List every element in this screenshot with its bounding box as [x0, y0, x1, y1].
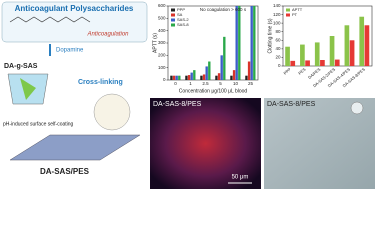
- membrane-label: DA-SAS/PES: [40, 167, 90, 176]
- y-tick-label: 40: [275, 46, 281, 51]
- bar: [344, 25, 350, 67]
- zoom-circle: [93, 93, 131, 131]
- legend-swatch: [171, 18, 175, 22]
- bar: [202, 74, 206, 80]
- bar: [200, 75, 203, 80]
- bar: [334, 59, 340, 66]
- y-tick-label: 100: [273, 20, 281, 25]
- x-tick-label: 10: [233, 81, 239, 86]
- y-axis-title: APTT (s): [152, 33, 158, 53]
- y-tick-label: 0: [278, 63, 281, 68]
- scale-label: 50 μm: [232, 175, 249, 181]
- bar: [172, 75, 176, 80]
- bar: [320, 60, 325, 66]
- bar: [364, 25, 370, 67]
- plot-area: [282, 5, 373, 67]
- bar: [238, 6, 241, 80]
- x-tick-label: 1: [189, 81, 192, 86]
- legend-swatch: [286, 13, 290, 17]
- y-tick-label: 0: [163, 77, 166, 82]
- bar: [314, 42, 320, 66]
- bar: [190, 72, 193, 80]
- bar: [235, 6, 238, 80]
- bar: [250, 6, 253, 80]
- title: Anticoagulant Polysaccharides: [15, 4, 134, 13]
- y-tick-label: 500: [158, 16, 166, 21]
- legend-swatch: [171, 13, 175, 17]
- x-tick-label: PPP: [282, 67, 292, 76]
- y-tick-label: 20: [275, 55, 281, 60]
- legend-swatch: [286, 8, 290, 12]
- bar: [193, 70, 196, 80]
- y-tick-label: 600: [158, 3, 166, 8]
- fluorescence-image: [150, 98, 261, 189]
- crosslinking: Cross-linking: [78, 79, 123, 86]
- legend-label: SA: [177, 12, 183, 17]
- x-tick-label: PES: [297, 67, 307, 76]
- legend-swatch: [171, 23, 175, 27]
- graphical-abstract: Anticoagulant Polysaccharides Anticoagul…: [0, 0, 375, 189]
- bar: [178, 75, 181, 80]
- y-tick-label: 60: [275, 37, 281, 42]
- bar: [223, 36, 226, 80]
- legend-label: APTT: [292, 7, 303, 12]
- legend-label: PT: [292, 12, 298, 17]
- anticoagulation: Anticoagulation: [86, 32, 129, 38]
- bar: [208, 61, 211, 80]
- x-tick-label: 25: [248, 81, 254, 86]
- platelet: [350, 101, 364, 115]
- y-axis-title: Clotting time (s): [267, 18, 273, 53]
- bar: [220, 55, 223, 80]
- bar: [329, 36, 335, 66]
- bar: [175, 75, 178, 80]
- y-tick-label: 100: [158, 65, 166, 70]
- bar: [290, 60, 296, 66]
- bar: [245, 75, 248, 80]
- annotation: No coagulation > 600 s: [200, 7, 247, 12]
- bar: [205, 66, 208, 80]
- bar: [215, 75, 218, 80]
- dopamine: Dopamine: [56, 48, 84, 54]
- image-label: DA-SAS-8/PES: [153, 101, 202, 108]
- bar: [253, 6, 256, 80]
- legend-label: PPP: [177, 7, 185, 12]
- legend-label: SAS-8: [177, 22, 189, 27]
- bar: [359, 16, 365, 66]
- bar: [247, 61, 251, 80]
- y-tick-label: 80: [275, 29, 281, 34]
- x-tick-label: 5: [219, 81, 222, 86]
- bar: [232, 70, 236, 80]
- y-tick-label: 400: [158, 28, 166, 33]
- legend-label: SAS-2: [177, 17, 189, 22]
- bar: [305, 60, 310, 66]
- membrane: [9, 134, 141, 161]
- y-tick-label: 200: [158, 53, 166, 58]
- bar: [349, 40, 355, 66]
- legend-swatch: [171, 8, 175, 12]
- molecule: [9, 16, 91, 23]
- x-tick-label: 2.5: [202, 81, 209, 86]
- image-label: DA-SAS-8/PES: [267, 101, 316, 108]
- product: DA-g-SAS: [4, 63, 38, 70]
- y-tick-label: 120: [273, 12, 281, 17]
- bar: [170, 75, 173, 80]
- x-axis-title: Concentration μg/100 μL blood: [179, 88, 248, 94]
- bar: [217, 73, 221, 80]
- y-tick-label: 140: [273, 3, 281, 8]
- bar: [285, 46, 290, 66]
- bar: [187, 75, 191, 80]
- x-tick-label: 0: [174, 81, 177, 86]
- y-tick-label: 300: [158, 40, 166, 45]
- membrane-piece: [20, 78, 36, 100]
- bar: [230, 75, 233, 80]
- bar: [300, 44, 305, 66]
- coating: pH-induced surface self-coating: [3, 121, 74, 127]
- bar: [185, 75, 188, 80]
